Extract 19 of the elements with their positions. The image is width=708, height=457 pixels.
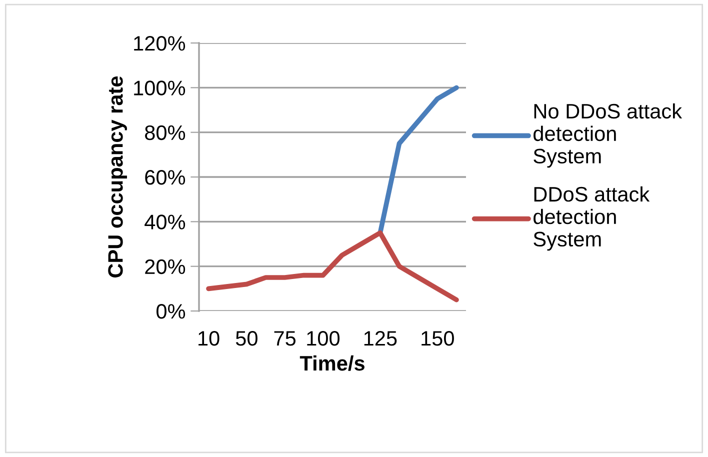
legend-label: DDoS attack detection System [534, 186, 650, 251]
x-tick-label: 75 [274, 331, 296, 346]
y-tick-label: 20% [145, 259, 186, 274]
line-series [206, 230, 459, 302]
x-tick-label: 10 [198, 330, 220, 346]
x-axis-title: Time/s [300, 355, 364, 371]
x-tick-label: 125 [364, 330, 397, 346]
y-tick-label: 100% [134, 80, 186, 96]
y-tick-label: 0% [156, 304, 186, 319]
legend-label: No DDoS attack detection System [534, 103, 682, 168]
line-series [378, 85, 459, 236]
x-tick-label: 150 [422, 330, 454, 346]
y-axis-title: CPU occupancy rate [108, 76, 127, 278]
x-tick-label: 100 [307, 330, 340, 346]
y-tick-label: 80% [145, 125, 186, 140]
y-tick-label: 40% [144, 214, 186, 230]
x-tick-label: 50 [236, 330, 258, 346]
y-tick-label: 60% [145, 170, 186, 185]
y-tick-label: 120% [134, 36, 186, 51]
